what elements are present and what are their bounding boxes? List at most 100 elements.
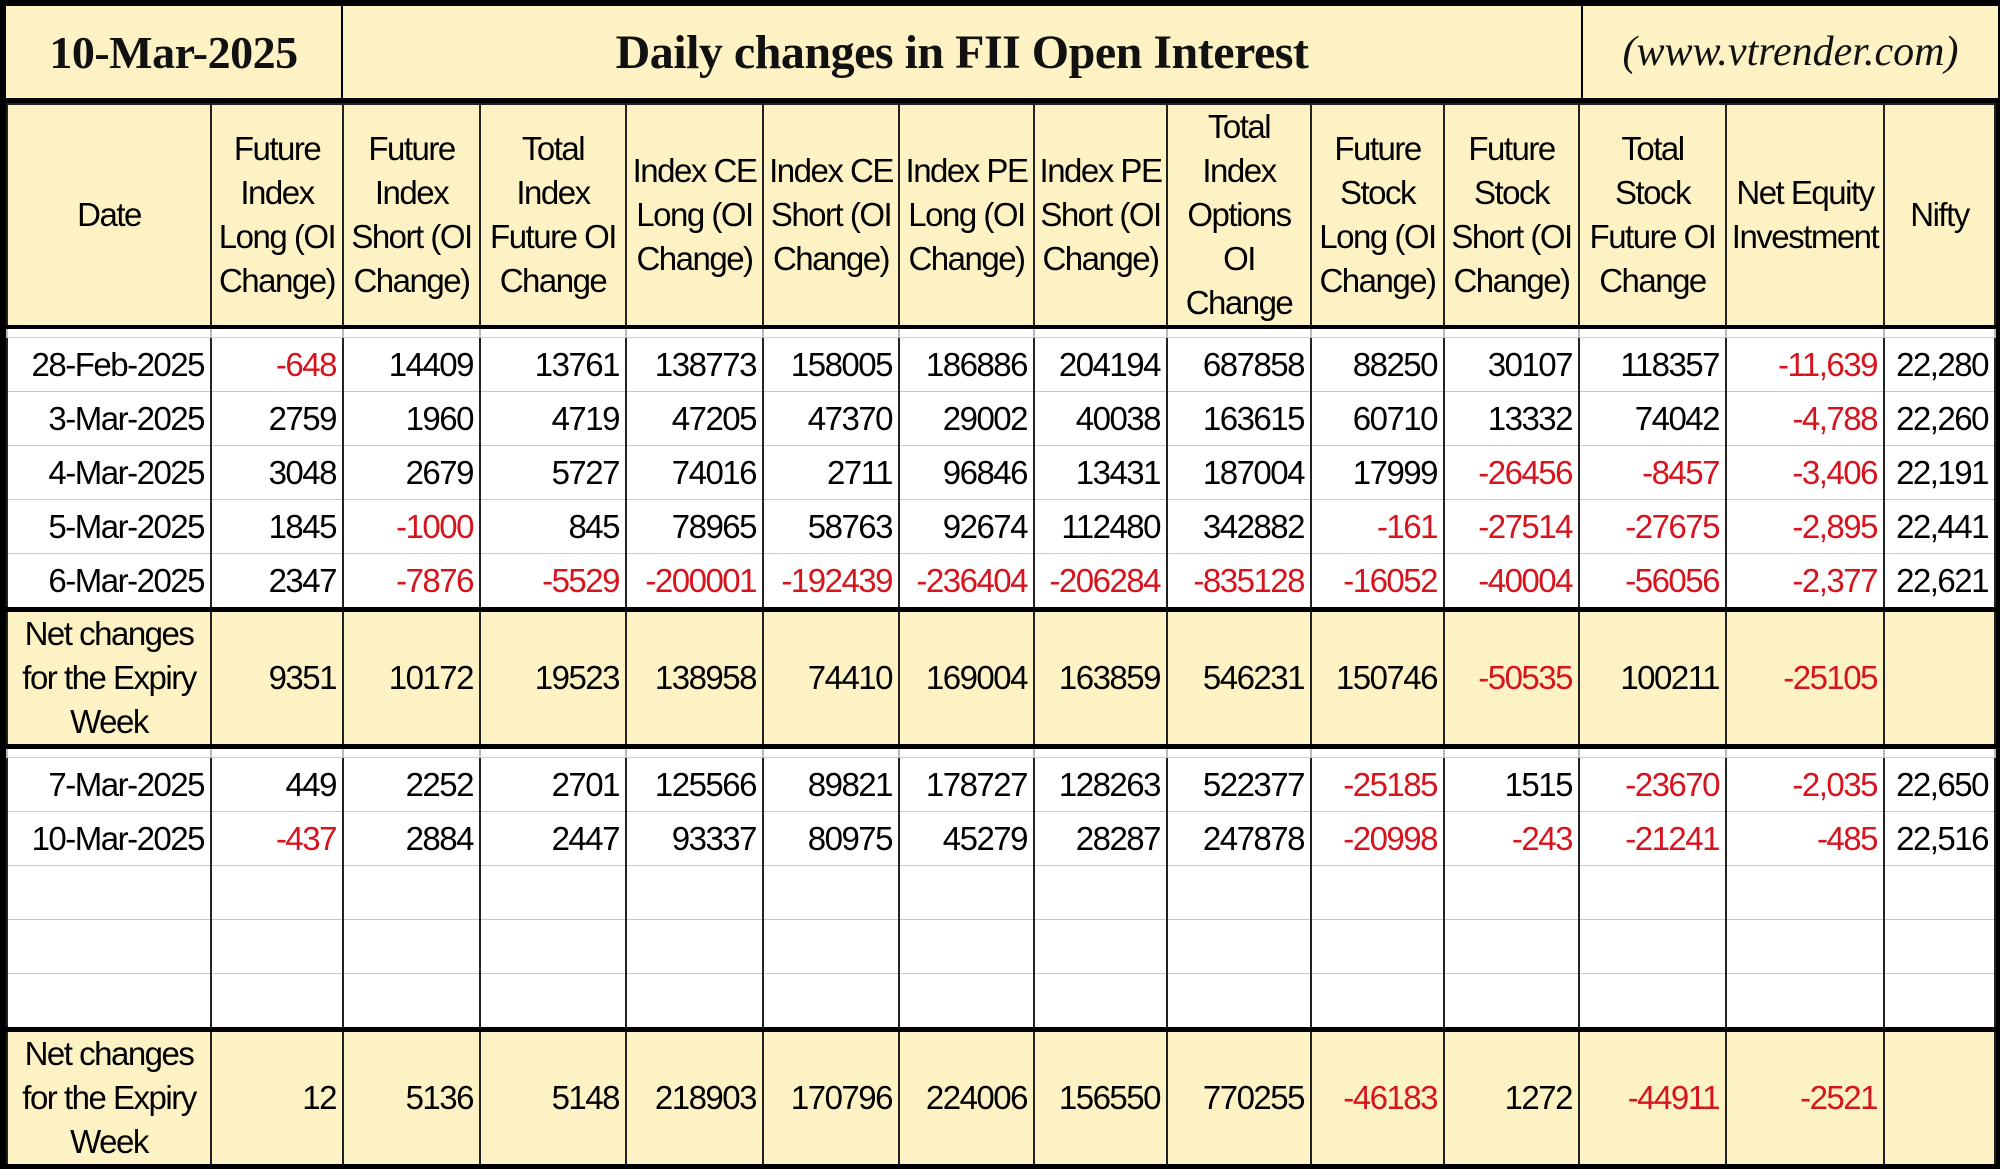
empty-cell bbox=[1883, 973, 1996, 1030]
value-cell: -3,406 bbox=[1725, 445, 1885, 500]
value-cell: 2884 bbox=[342, 811, 481, 866]
value-cell: 224006 bbox=[898, 1027, 1035, 1169]
date-cell: 4-Mar-2025 bbox=[6, 445, 212, 500]
value-cell: 1272 bbox=[1443, 1027, 1580, 1169]
value-cell: 178727 bbox=[898, 757, 1035, 812]
column-header: Index CE Short (OI Change) bbox=[762, 103, 900, 328]
empty-cell bbox=[625, 919, 764, 974]
date-cell: 28-Feb-2025 bbox=[6, 337, 212, 392]
spacer-cell bbox=[762, 744, 900, 758]
spacer-row bbox=[6, 744, 1996, 758]
value-cell: 9351 bbox=[210, 607, 344, 749]
empty-cell bbox=[1033, 973, 1168, 1030]
report-date: 10-Mar-2025 bbox=[6, 6, 341, 98]
value-cell: 163615 bbox=[1166, 391, 1312, 446]
value-cell: 169004 bbox=[898, 607, 1035, 749]
column-header: Total Index Future OI Change bbox=[479, 103, 627, 328]
value-cell: -16052 bbox=[1310, 553, 1445, 610]
value-cell: 22,516 bbox=[1883, 811, 1996, 866]
spacer-cell bbox=[479, 744, 627, 758]
value-cell: 22,191 bbox=[1883, 445, 1996, 500]
value-cell: 29002 bbox=[898, 391, 1035, 446]
value-cell: 5136 bbox=[342, 1027, 481, 1169]
report-title: Daily changes in FII Open Interest bbox=[343, 6, 1581, 98]
empty-cell bbox=[1443, 865, 1580, 920]
value-cell: -161 bbox=[1310, 499, 1445, 554]
empty-cell bbox=[342, 919, 481, 974]
value-cell: 449 bbox=[210, 757, 344, 812]
table-row: 6-Mar-2025 2347 -7876 -5529 -200001 -192439 -2… bbox=[6, 553, 1996, 610]
value-cell: -56056 bbox=[1578, 553, 1727, 610]
spacer-cell bbox=[6, 744, 212, 758]
empty-cell bbox=[6, 919, 212, 974]
value-cell: -1000 bbox=[342, 499, 481, 554]
value-cell: 125566 bbox=[625, 757, 764, 812]
value-cell: 1515 bbox=[1443, 757, 1580, 812]
value-cell: 14409 bbox=[342, 337, 481, 392]
value-cell: 78965 bbox=[625, 499, 764, 554]
value-cell: 30107 bbox=[1443, 337, 1580, 392]
value-cell: 2759 bbox=[210, 391, 344, 446]
date-cell: 7-Mar-2025 bbox=[6, 757, 212, 812]
date-cell: 6-Mar-2025 bbox=[6, 553, 212, 610]
value-cell: 4719 bbox=[479, 391, 627, 446]
fii-oi-report: 10-Mar-2025 Daily changes in FII Open In… bbox=[6, 6, 1998, 1169]
summary-label: Net changes for the Expiry Week bbox=[6, 607, 212, 749]
empty-cell bbox=[762, 919, 900, 974]
value-cell: 150746 bbox=[1310, 607, 1445, 749]
date-cell: 3-Mar-2025 bbox=[6, 391, 212, 446]
empty-cell bbox=[762, 865, 900, 920]
spacer-cell bbox=[1310, 325, 1445, 338]
table-header-row: Date Future Index Long (OI Change) Future … bbox=[6, 103, 1996, 328]
value-cell: -21241 bbox=[1578, 811, 1727, 866]
value-cell: 845 bbox=[479, 499, 627, 554]
value-cell: 12 bbox=[210, 1027, 344, 1169]
value-cell: 96846 bbox=[898, 445, 1035, 500]
table-row: 5-Mar-2025 1845 -1000 845 78965 58763 92674 112… bbox=[6, 499, 1996, 554]
value-cell: 687858 bbox=[1166, 337, 1312, 392]
empty-cell bbox=[1310, 973, 1445, 1030]
spacer-cell bbox=[625, 325, 764, 338]
value-cell: 218903 bbox=[625, 1027, 764, 1169]
value-cell: -437 bbox=[210, 811, 344, 866]
value-cell: 5148 bbox=[479, 1027, 627, 1169]
value-cell: 112480 bbox=[1033, 499, 1168, 554]
spacer-cell bbox=[1033, 744, 1168, 758]
table-body: 28-Feb-2025 -648 14409 13761 138773 158005 186… bbox=[6, 325, 1996, 1169]
empty-row bbox=[6, 973, 1996, 1030]
value-cell: 47205 bbox=[625, 391, 764, 446]
empty-cell bbox=[625, 973, 764, 1030]
value-cell: -2,035 bbox=[1725, 757, 1885, 812]
empty-cell bbox=[1725, 865, 1885, 920]
value-cell bbox=[1883, 1027, 1996, 1169]
value-cell: 45279 bbox=[898, 811, 1035, 866]
value-cell: -485 bbox=[1725, 811, 1885, 866]
column-header: Future Stock Short (OI Change) bbox=[1443, 103, 1580, 328]
empty-cell bbox=[1883, 865, 1996, 920]
spacer-cell bbox=[762, 325, 900, 338]
column-header: Future Stock Long (OI Change) bbox=[1310, 103, 1445, 328]
value-cell: -236404 bbox=[898, 553, 1035, 610]
empty-cell bbox=[1033, 919, 1168, 974]
value-cell: 28287 bbox=[1033, 811, 1168, 866]
value-cell: 546231 bbox=[1166, 607, 1312, 749]
empty-cell bbox=[1310, 919, 1445, 974]
value-cell: 3048 bbox=[210, 445, 344, 500]
value-cell: -8457 bbox=[1578, 445, 1727, 500]
value-cell: -648 bbox=[210, 337, 344, 392]
value-cell: 342882 bbox=[1166, 499, 1312, 554]
value-cell: 22,260 bbox=[1883, 391, 1996, 446]
spacer-cell bbox=[6, 325, 212, 338]
value-cell: 118357 bbox=[1578, 337, 1727, 392]
summary-row: Net changes for the Expiry Week 9351 10172… bbox=[6, 607, 1996, 749]
value-cell: 22,280 bbox=[1883, 337, 1996, 392]
value-cell: -46183 bbox=[1310, 1027, 1445, 1169]
column-header: Total Stock Future OI Change bbox=[1578, 103, 1727, 328]
column-header: Future Index Long (OI Change) bbox=[210, 103, 344, 328]
table-row: 7-Mar-2025 449 2252 2701 125566 89821 178727 12… bbox=[6, 757, 1996, 812]
value-cell: 5727 bbox=[479, 445, 627, 500]
empty-cell bbox=[210, 865, 344, 920]
value-cell: -23670 bbox=[1578, 757, 1727, 812]
oi-table: Date Future Index Long (OI Change) Future … bbox=[6, 103, 1996, 1169]
spacer-row bbox=[6, 325, 1996, 338]
